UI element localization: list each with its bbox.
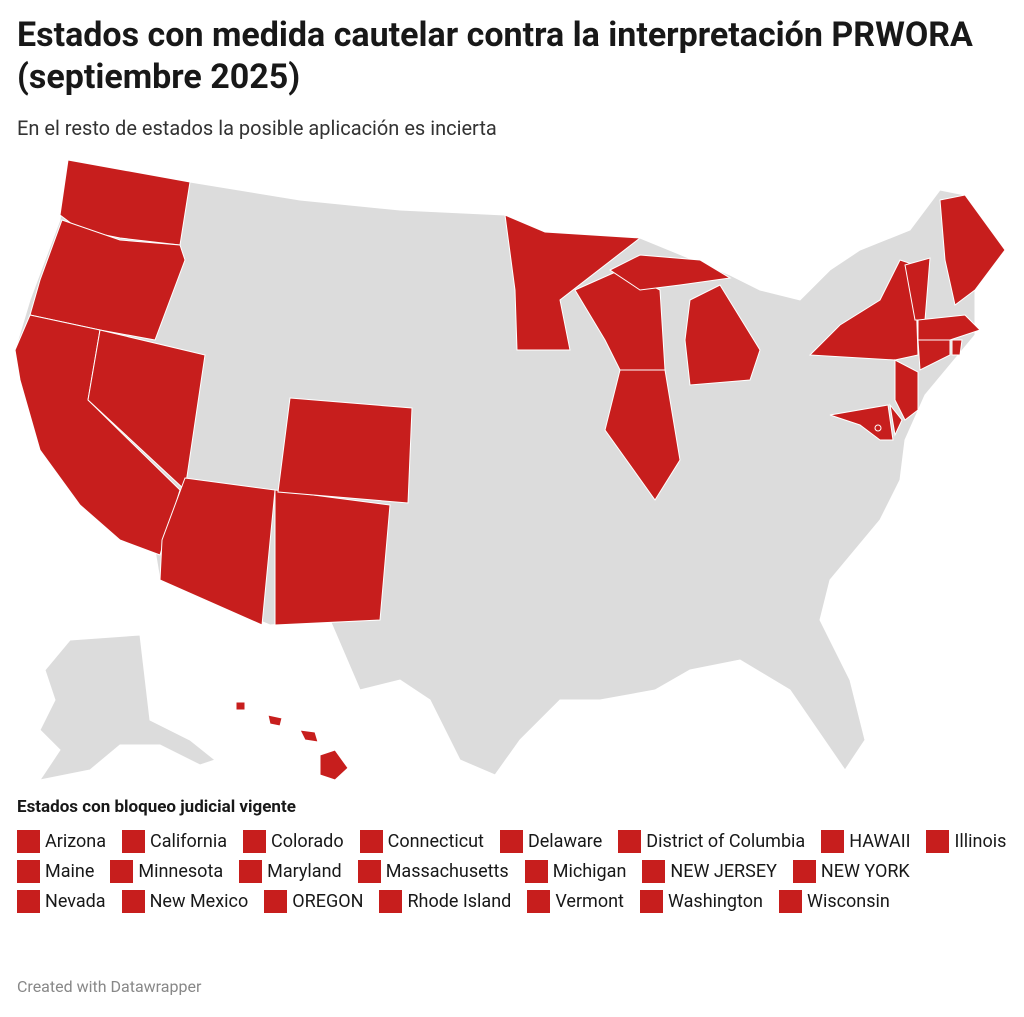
legend-label: Connecticut [387,831,484,852]
legend-swatch [821,830,845,853]
legend-item: Wisconsin [778,890,890,913]
legend-item: Illinois [926,830,1006,853]
legend-swatch [524,860,548,883]
legend-item: Vermont [527,890,624,913]
maine [939,194,1006,306]
legend-item: Rhode Island [379,890,511,913]
new-mexico [274,489,391,626]
legend-label: Massachusetts [385,861,509,882]
legend-swatch [359,830,383,853]
legend-swatch [121,890,145,913]
rhode-island [951,339,963,356]
legend-swatch [17,890,40,913]
legend-label: Maryland [267,861,342,882]
washington [59,159,191,246]
legend-item: Maine [17,860,94,883]
delaware [889,403,903,437]
legend-item: Colorado [243,830,344,853]
michigan-upper [609,254,732,291]
legend-swatch [122,830,146,853]
legend-swatch [264,890,288,913]
new-york [808,259,919,361]
legend-label: New Mexico [149,891,249,912]
legend-label: California [150,831,228,852]
legend-label: Rhode Island [407,891,512,912]
legend-item: New Mexico [121,890,249,913]
legend-label: Nevada [45,891,106,912]
hawaii-kauai [235,701,246,711]
arizona [159,477,276,626]
legend-item: California [122,830,227,853]
legend-item: NEW JERSEY [642,860,777,883]
oregon [29,219,186,341]
legend-swatch [792,860,816,883]
legend-title: Estados con bloqueo judicial vigente [17,797,296,817]
legend-label: Vermont [555,891,624,912]
legend-item: NEW YORK [792,860,910,883]
legend-swatch [17,860,40,883]
massachusetts [917,314,981,341]
legend-swatch [618,830,642,853]
legend-item: Washington [639,890,763,913]
legend-label: Colorado [271,831,344,852]
legend-item: Connecticut [359,830,484,853]
legend-swatch [639,890,663,913]
legend: Arizona California Colorado Connecticut Dela… [17,830,1007,913]
new-jersey [894,359,919,421]
legend-label: Illinois [954,831,1007,852]
illinois [604,369,681,501]
connecticut [917,339,951,371]
legend-item: Delaware [499,830,603,853]
michigan [684,284,761,386]
legend-swatch [110,860,134,883]
hawaii-oahu [267,714,283,727]
legend-label: OREGON [292,891,364,912]
highlighted-states [14,159,1006,781]
legend-label: HAWAII [849,831,911,852]
subtitle: En el resto de estados la posible aplica… [17,116,497,140]
legend-label: Arizona [45,831,107,852]
alaska [38,634,217,781]
legend-swatch [527,890,551,913]
district-of-columbia [874,424,882,432]
map [14,159,1006,781]
hawaii [319,749,349,781]
legend-swatch [17,830,40,853]
legend-swatch [357,860,381,883]
legend-swatch [499,830,523,853]
legend-swatch [239,860,263,883]
legend-swatch [642,860,666,883]
legend-item: District of Columbia [618,830,805,853]
legend-item: HAWAII [821,830,910,853]
legend-label: NEW JERSEY [670,861,777,882]
colorado [277,397,413,504]
minnesota [504,214,642,351]
title: Estados con medida cautelar contra la in… [17,15,973,97]
legend-label: District of Columbia [646,831,806,852]
legend-swatch [243,830,267,853]
legend-item: Minnesota [110,860,223,883]
legend-label: NEW YORK [820,861,910,882]
footer: Created with Datawrapper [17,977,202,996]
legend-label: Wisconsin [806,891,890,912]
legend-item: Maryland [239,860,342,883]
legend-swatch [926,830,950,853]
legend-item: OREGON [264,890,363,913]
legend-label: Delaware [527,831,603,852]
legend-item: Nevada [17,890,106,913]
legend-label: Michigan [552,861,627,882]
hawaii-maui [299,729,319,743]
legend-swatch [778,890,802,913]
legend-label: Maine [45,861,95,882]
legend-item: Michigan [524,860,627,883]
legend-item: Arizona [17,830,106,853]
legend-label: Minnesota [138,861,224,882]
legend-swatch [379,890,403,913]
legend-label: Washington [667,891,763,912]
legend-item: Massachusetts [357,860,509,883]
